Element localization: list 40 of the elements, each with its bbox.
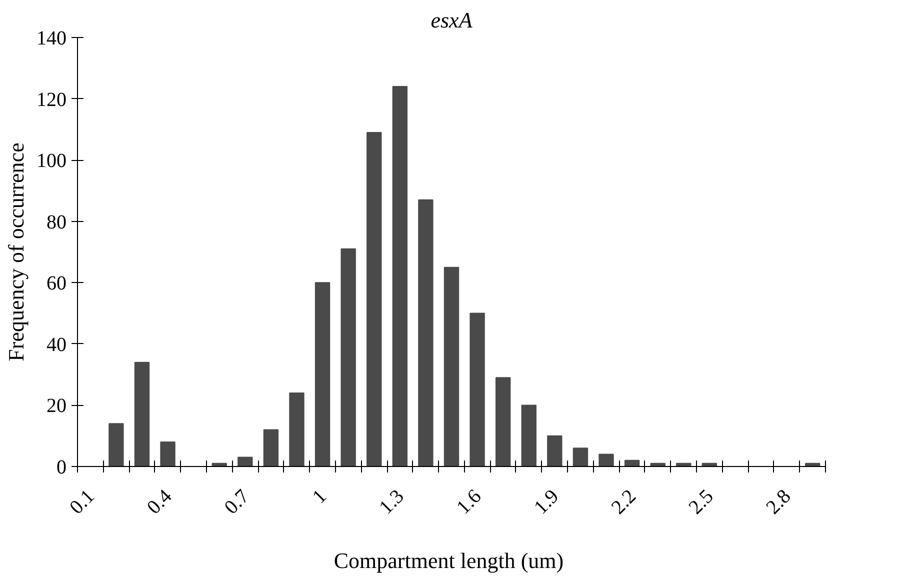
- y-tick-label: 20: [46, 395, 66, 418]
- chart-title: esxA: [430, 8, 473, 32]
- bar: [572, 448, 588, 466]
- bar: [418, 199, 434, 466]
- bar: [238, 456, 253, 466]
- y-axis-title: Frequency of occurrence: [4, 142, 28, 362]
- bar: [392, 86, 408, 466]
- bar: [624, 460, 640, 466]
- y-tick-label: 140: [36, 28, 66, 50]
- x-tick-label: 1.9: [530, 485, 564, 519]
- x-tick-label: 1.6: [452, 485, 486, 519]
- y-tick-label: 40: [46, 334, 66, 356]
- x-tick-label: 0.7: [220, 485, 254, 519]
- x-tick-label: 1: [308, 485, 332, 508]
- bar: [598, 454, 614, 466]
- bar: [444, 266, 460, 466]
- bar: [521, 404, 536, 466]
- y-tick-label: 100: [36, 150, 66, 172]
- y-tick-label: 0: [56, 456, 66, 478]
- bar: [289, 392, 304, 466]
- bar: [314, 282, 330, 466]
- y-tick-label: 60: [46, 272, 66, 295]
- y-tick-label: 80: [46, 211, 66, 234]
- bar: [547, 435, 562, 466]
- x-tick-label: 2.5: [684, 485, 718, 519]
- x-tick-label: 2.2: [607, 485, 641, 519]
- bar: [263, 429, 279, 466]
- x-tick-label: 0.4: [143, 485, 176, 519]
- bar: [495, 377, 511, 466]
- x-tick-label: 0.1: [66, 485, 99, 519]
- x-tick-label: 1.3: [375, 485, 408, 519]
- bar: [134, 362, 150, 466]
- x-tick-label: 2.8: [762, 485, 796, 519]
- x-axis-title: Compartment length (um): [334, 548, 564, 574]
- bar: [108, 423, 124, 466]
- bar: [470, 312, 485, 466]
- bar: [340, 248, 356, 466]
- bar: [160, 441, 176, 466]
- bar: [366, 132, 382, 466]
- y-tick-label: 120: [36, 88, 66, 111]
